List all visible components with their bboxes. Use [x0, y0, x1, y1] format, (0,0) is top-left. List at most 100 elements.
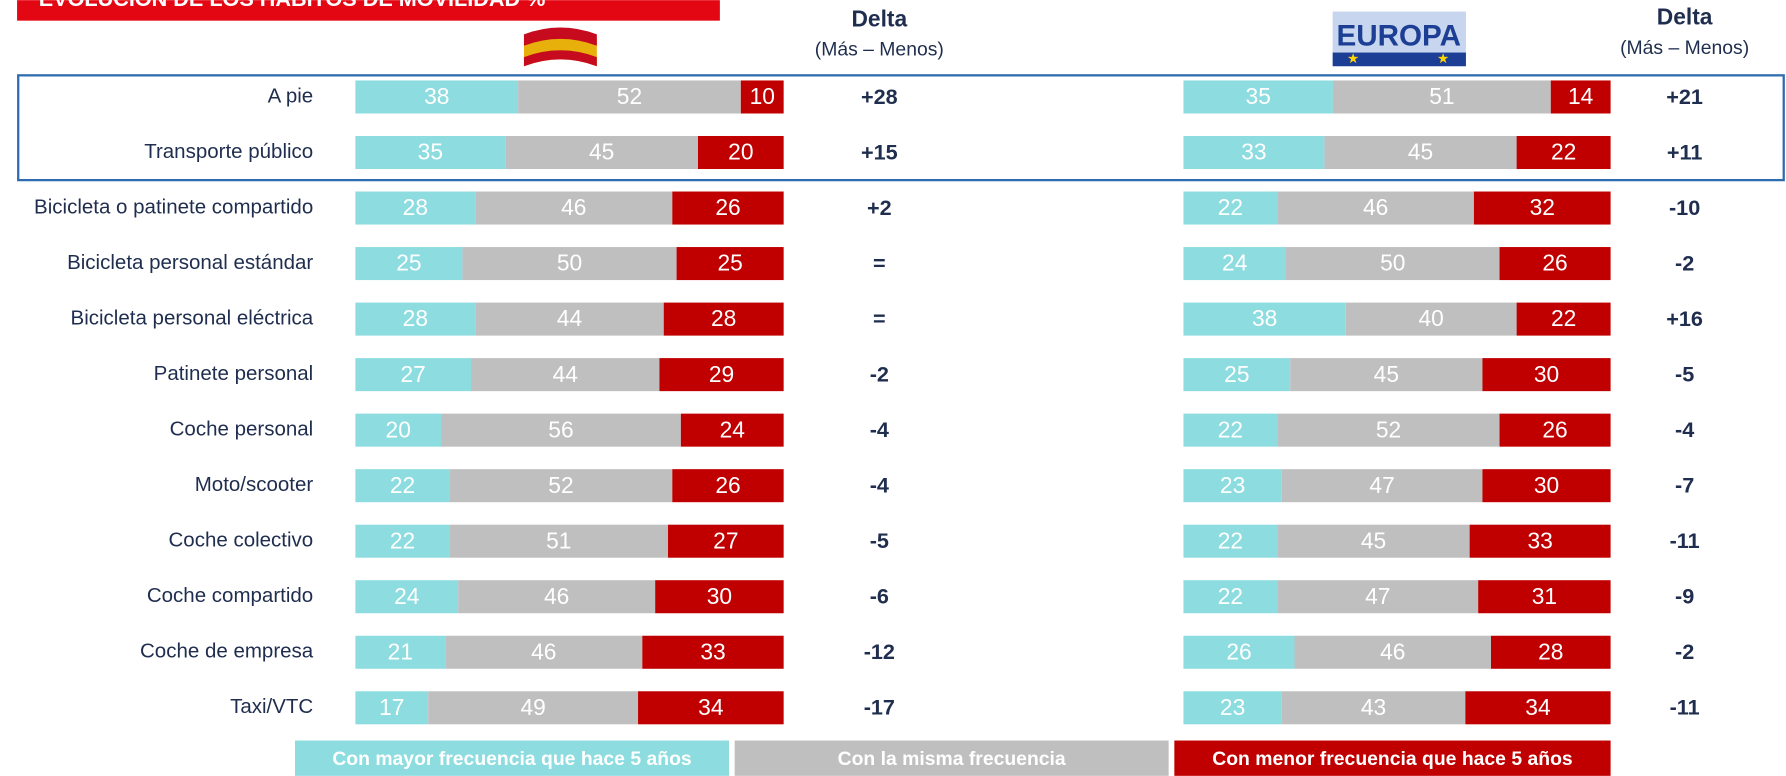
bar-segment	[1499, 413, 1611, 447]
bar-label: 45	[589, 139, 614, 165]
delta-label: =	[873, 306, 886, 331]
bar-segment	[355, 302, 476, 336]
bar-segment	[1473, 191, 1611, 225]
category-label: Coche personal	[170, 418, 314, 441]
bar-label: 22	[1218, 416, 1243, 442]
bar-label: 52	[548, 472, 573, 498]
bar-segment	[1183, 135, 1325, 170]
bar-segment	[1183, 635, 1295, 669]
bar-label: 23	[1220, 472, 1245, 498]
bar-segment	[355, 524, 450, 558]
delta-label: +11	[1667, 139, 1703, 164]
bar-segment	[355, 135, 506, 170]
bar-label: 17	[379, 694, 404, 720]
category-label: Transporte público	[144, 140, 313, 163]
delta-header: Delta	[1657, 3, 1713, 29]
bar-label: 38	[424, 83, 449, 109]
category-label: Bicicleta o patinete compartido	[34, 195, 313, 218]
bar-segment	[1294, 635, 1491, 669]
delta-label: -9	[1675, 584, 1694, 609]
bar-label: 46	[544, 583, 569, 609]
bar-label: 28	[403, 305, 428, 331]
delta-label: -12	[864, 639, 895, 664]
bar-segment	[355, 413, 442, 447]
delta-label: +16	[1666, 306, 1703, 331]
bar-segment	[1465, 691, 1611, 725]
bar-segment	[1183, 247, 1286, 281]
bar-label: 28	[403, 194, 428, 220]
bar-label: 50	[557, 250, 582, 276]
bar-segment	[1183, 469, 1282, 503]
bar-label: 30	[707, 583, 732, 609]
delta-label: +28	[861, 84, 898, 109]
bar-label: 45	[1408, 139, 1433, 165]
bar-label: 33	[700, 638, 725, 664]
bar-segment	[1332, 80, 1551, 114]
bar-segment	[355, 691, 429, 725]
bar-label: 30	[1534, 472, 1559, 498]
bar-segment	[449, 524, 669, 558]
bar-label: 26	[715, 194, 740, 220]
bar-segment	[740, 80, 784, 114]
bar-segment	[1516, 302, 1611, 336]
bar-segment	[663, 302, 784, 336]
bar-label: 22	[1551, 305, 1576, 331]
bar-label: 46	[1380, 638, 1405, 664]
bar-segment	[355, 80, 519, 114]
bar-segment	[659, 358, 784, 392]
delta-label: =	[873, 250, 886, 275]
delta-label: -2	[1675, 250, 1694, 275]
logo-text: EUROPA	[1336, 20, 1460, 53]
category-label: A pie	[268, 84, 314, 107]
bar-label: 50	[1380, 250, 1405, 276]
bar-segment	[1277, 524, 1470, 558]
bar-label: 24	[1222, 250, 1247, 276]
bar-label: 34	[698, 694, 723, 720]
bar-segment	[475, 191, 673, 225]
bar-label: 38	[1252, 305, 1277, 331]
delta-label: -10	[1669, 195, 1700, 220]
delta-label: +2	[867, 195, 892, 220]
bar-segment	[449, 469, 673, 503]
bar-segment	[1550, 80, 1611, 114]
bar-segment	[1183, 80, 1333, 114]
bar-label: 51	[1429, 83, 1454, 109]
europa-logo: EUROPA ★ ★	[1332, 11, 1466, 67]
bar-segment	[1277, 580, 1479, 614]
category-label: Bicicleta personal eléctrica	[71, 307, 314, 330]
bar-segment	[1183, 302, 1346, 336]
bar-segment	[1290, 358, 1483, 392]
bar-segment	[355, 635, 446, 669]
bar-segment	[458, 580, 656, 614]
bar-label: 33	[1527, 527, 1552, 553]
delta-label: -7	[1675, 473, 1694, 498]
delta-label: -17	[864, 695, 895, 720]
bar-label: 26	[1542, 416, 1567, 442]
legend-box	[295, 740, 729, 776]
bar-label: 40	[1419, 305, 1444, 331]
bar-segment	[1277, 413, 1500, 447]
bar-label: 22	[1218, 194, 1243, 220]
bar-label: 21	[388, 638, 413, 664]
bar-label: 34	[1525, 694, 1550, 720]
delta-label: -2	[1675, 639, 1694, 664]
bar-segment	[1183, 358, 1291, 392]
category-label: Moto/scooter	[195, 473, 314, 496]
bar-label: 20	[386, 416, 411, 442]
spain-flag	[523, 27, 597, 67]
bar-label: 14	[1568, 83, 1593, 109]
bar-label: 29	[709, 361, 734, 387]
legend-box	[734, 740, 1169, 776]
bar-label: 35	[418, 139, 443, 165]
bar-label: 26	[715, 472, 740, 498]
bar-segment	[1478, 580, 1611, 614]
bar-label: 56	[548, 416, 573, 442]
legend-box	[1174, 740, 1611, 776]
bar-segment	[1281, 469, 1483, 503]
bar-label: 47	[1369, 472, 1394, 498]
bar-segment	[1499, 247, 1611, 281]
bar-segment	[355, 358, 472, 392]
bar-segment	[668, 524, 784, 558]
